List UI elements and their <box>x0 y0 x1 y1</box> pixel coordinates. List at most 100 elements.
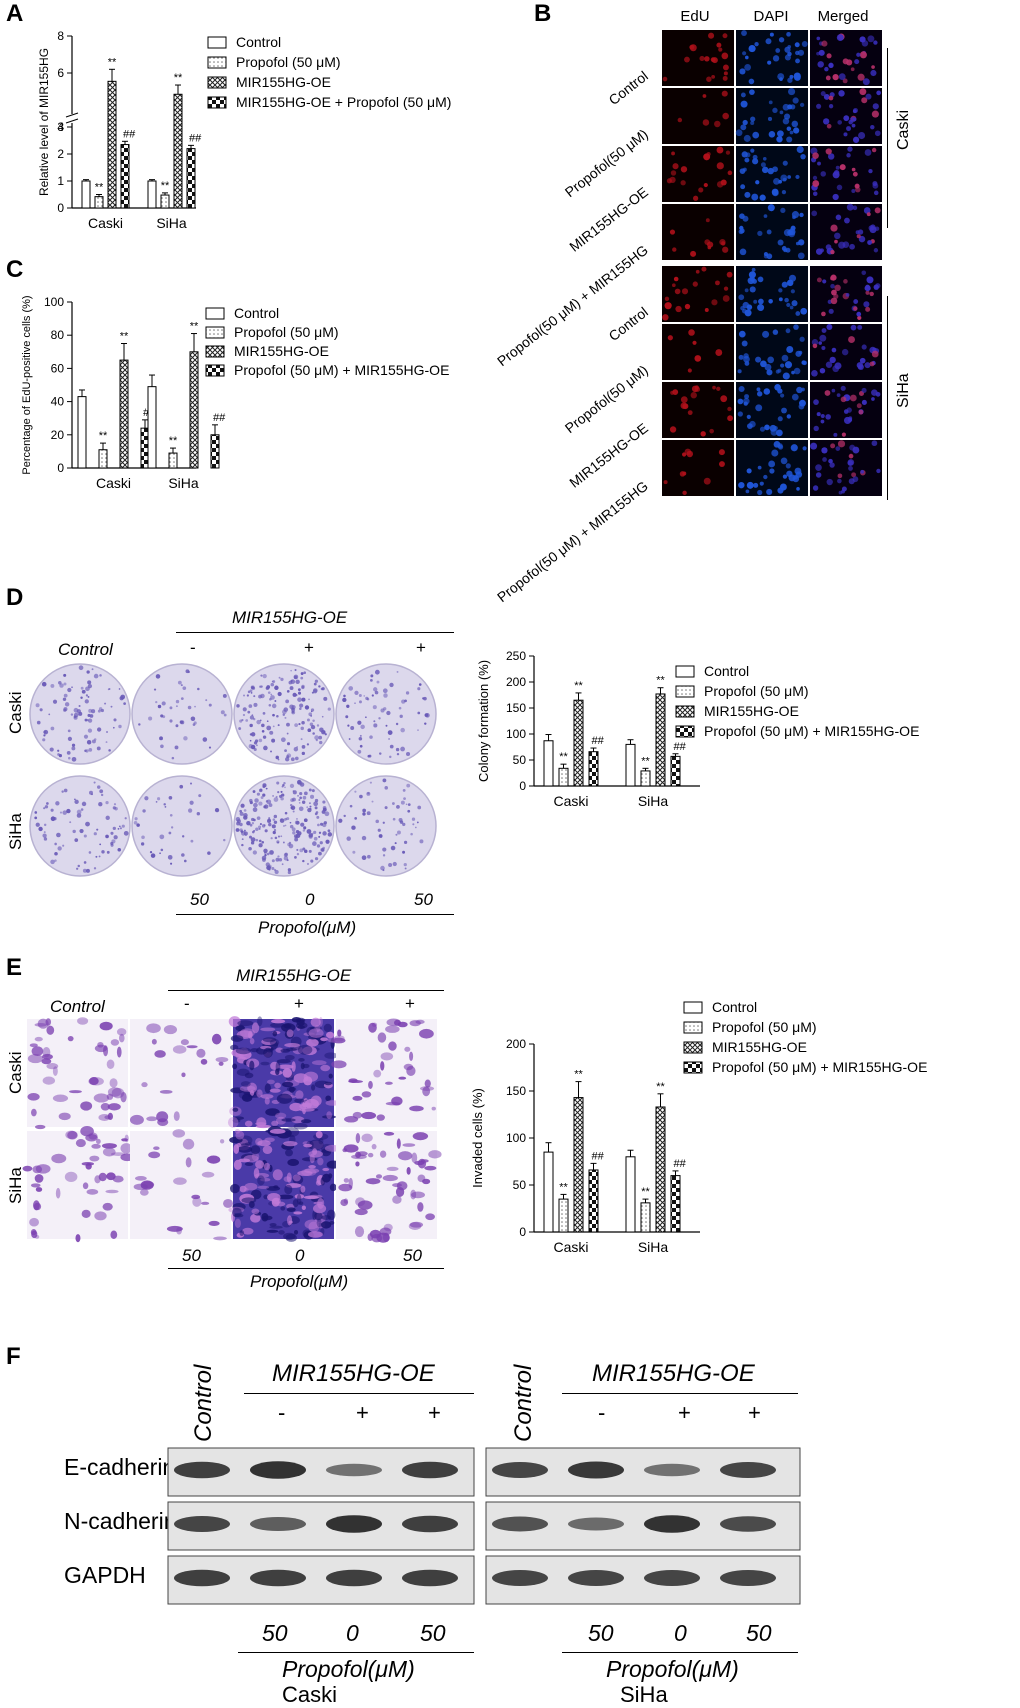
y-tick-label: 3 <box>57 120 64 134</box>
legend-swatch <box>205 326 225 339</box>
e-propofol-label: Propofol(μM) <box>250 1272 349 1291</box>
microscopy-image <box>736 440 808 496</box>
y-tick-label: 40 <box>51 395 65 409</box>
microscopy-image <box>736 266 808 322</box>
blot-band <box>644 1570 700 1586</box>
y-tick-label: 20 <box>51 428 65 442</box>
microscopy-image <box>810 266 882 322</box>
y-axis-label: Colony formation (%) <box>476 660 491 782</box>
panel-e-invasion: Control MIR155HG-OE - + + Caski SiHa 50 … <box>0 964 500 1304</box>
bar <box>670 1175 681 1233</box>
significance-label: ** <box>641 755 650 767</box>
significance-label: ** <box>161 180 170 192</box>
significance-label: ## <box>673 741 686 753</box>
panel-label-d: D <box>6 584 24 611</box>
e-propofol-val-2: 0 <box>295 1246 305 1265</box>
caski-bracket <box>887 48 888 228</box>
legend-entry: Propofol (50 μM) <box>704 683 809 699</box>
e-sign-1: - <box>184 994 190 1013</box>
y-tick-label: 0 <box>57 461 64 475</box>
blot-band <box>720 1570 776 1586</box>
axis-break-mark <box>65 118 79 124</box>
legend-swatch <box>675 705 695 718</box>
x-tick-label: Caski <box>553 793 588 809</box>
significance-label: ** <box>190 321 199 333</box>
significance-label: ## <box>591 735 604 747</box>
d-oe-label: MIR155HG-OE <box>232 608 348 627</box>
bar <box>655 1106 666 1233</box>
bar <box>107 80 117 209</box>
d-propofol-label: Propofol(μM) <box>258 918 357 937</box>
f-siha-prop-3: 50 <box>746 1620 772 1646</box>
bar <box>573 1097 584 1233</box>
f-control-label-caski: Control <box>190 1364 217 1442</box>
bar <box>189 351 199 469</box>
bar <box>168 452 178 469</box>
f-siha-sign-1: - <box>598 1400 606 1425</box>
f-oe-label-siha: MIR155HG-OE <box>592 1360 755 1387</box>
legend-entry: Propofol (50 μM) <box>712 1019 817 1035</box>
e-propofol-val-3: 50 <box>403 1246 422 1265</box>
bar <box>655 693 666 787</box>
axis-break-mark <box>65 112 79 118</box>
legend-swatch <box>207 36 227 49</box>
f-siha-prop-2: 0 <box>674 1620 687 1646</box>
col-header-dapi: DAPI <box>753 8 789 25</box>
y-tick-label: 1 <box>57 174 64 188</box>
colony-plate <box>233 663 335 765</box>
microscopy-image <box>736 204 808 260</box>
significance-label: ** <box>559 1181 568 1193</box>
invasion-image <box>130 1129 234 1241</box>
blot-band <box>492 1570 548 1586</box>
panel-d-colony: Control MIR155HG-OE - + + Caski SiHa 50 … <box>0 596 500 946</box>
significance-label: ## <box>591 1150 604 1162</box>
legend-swatch <box>675 685 695 698</box>
microscopy-image <box>662 204 734 260</box>
panel-label-f: F <box>6 1343 21 1370</box>
legend-entry: Propofol (50 μM) + MIR155HG-OE <box>234 362 449 378</box>
f-siha-propofol-label: Propofol(μM) <box>606 1656 739 1682</box>
e-propofol-val-1: 50 <box>182 1246 201 1265</box>
b-row-label: Control <box>605 303 651 345</box>
bar <box>588 1169 599 1233</box>
microscopy-image <box>662 146 734 202</box>
chart-c: 0 20 40 60 80 100 Percentage of EdU-positive c… <box>21 295 449 491</box>
bar <box>558 767 569 787</box>
microscopy-image <box>736 30 808 86</box>
y-tick-label: 50 <box>513 1178 527 1192</box>
significance-label: ** <box>174 72 183 84</box>
y-tick-label: 4 <box>57 120 64 134</box>
chart-a: 0 1 2 34 6 8 Relative level of MIR155HG Caski **… <box>37 29 451 231</box>
bar <box>210 434 220 469</box>
y-axis-label: Invaded cells (%) <box>470 1088 485 1188</box>
chart-e: 0 50 100 150 200 Invaded cells (%) Caski ** ** ##… <box>470 999 927 1255</box>
d-row-siha: SiHa <box>6 813 25 850</box>
microscopy-image <box>736 146 808 202</box>
legend-swatch <box>683 1041 703 1054</box>
bar <box>186 148 196 209</box>
blot-band <box>250 1461 306 1479</box>
legend-swatch <box>207 96 227 109</box>
blot-band <box>720 1462 776 1478</box>
d-row-caski: Caski <box>6 691 25 734</box>
legend-entry: Control <box>236 34 281 50</box>
d-sign-2: + <box>304 638 314 657</box>
blot-band <box>402 1569 458 1587</box>
microscopy-image <box>810 203 882 260</box>
colony-plate <box>335 663 437 765</box>
bar <box>98 449 108 469</box>
legend-entry: Control <box>234 305 279 321</box>
y-axis-label: Relative level of MIR155HG <box>37 48 51 196</box>
y-tick-label: 80 <box>51 328 65 342</box>
y-axis-label: Percentage of EdU-positive cells (%) <box>21 295 33 474</box>
microscopy-image <box>810 88 882 144</box>
x-tick-label: Caski <box>96 475 131 491</box>
significance-label: ## <box>123 128 136 140</box>
blot-band <box>326 1569 382 1587</box>
legend-entry: Propofol (50 μM) + MIR155HG-OE <box>712 1059 927 1075</box>
f-protein-ecad: E-cadherin <box>64 1454 176 1480</box>
blot-band <box>174 1569 230 1587</box>
x-tick-label: Caski <box>553 1239 588 1255</box>
blot-band <box>174 1516 230 1532</box>
group-label-siha: SiHa <box>895 373 912 408</box>
